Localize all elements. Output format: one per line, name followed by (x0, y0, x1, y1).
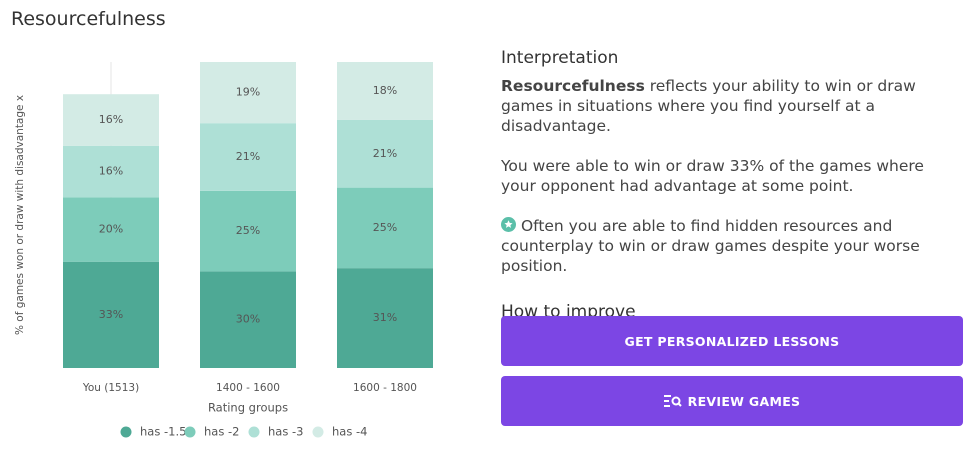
value-label: 16% (99, 165, 123, 178)
value-label: 25% (236, 224, 260, 237)
value-label: 21% (373, 147, 397, 160)
paragraph: Often you are able to find hidden resour… (501, 216, 963, 276)
value-label: 31% (373, 311, 397, 324)
bar-segment (337, 62, 433, 120)
bar-segment (200, 271, 296, 368)
bar-segment (337, 268, 433, 368)
bar-segment (63, 94, 159, 146)
value-label: 18% (373, 84, 397, 97)
legend-swatch (120, 426, 132, 438)
value-label: 25% (373, 221, 397, 234)
legend-label: has -1.5 (140, 425, 186, 439)
bar-segment (63, 261, 159, 368)
value-label: 19% (236, 86, 260, 99)
value-label: 30% (236, 313, 260, 326)
legend-label: has -4 (332, 425, 367, 439)
chart: 33% 20% 16% 16% You (1513) 30% 25% 21% 19% 1400 -… (14, 62, 433, 439)
interpretation-panel: Interpretation Resourcefulness reflects … (501, 48, 963, 330)
value-label: 33% (99, 308, 123, 321)
x-tick-label: 1600 - 1800 (353, 382, 417, 394)
legend-swatch (248, 426, 260, 438)
lessons-button[interactable]: GET PERSONALIZED LESSONS (501, 316, 963, 366)
legend-swatch (312, 426, 324, 438)
bar-segment (63, 197, 159, 262)
star-icon (501, 217, 516, 232)
value-label: 16% (99, 113, 123, 126)
bar-segment (337, 187, 433, 269)
y-axis-label: % of games won or draw with disadvantage… (14, 95, 26, 335)
text: reflects your ability to win or draw gam… (501, 77, 916, 135)
legend-swatch (184, 426, 196, 438)
review-icon (663, 395, 682, 407)
x-tick-label: You (1513) (82, 382, 139, 394)
paragraph: You were able to win or draw 33% of the … (501, 157, 924, 195)
bar-segment (200, 62, 296, 124)
section-title: Interpretation (501, 48, 619, 68)
bold-term: Resourcefulness (501, 77, 645, 95)
review-button[interactable]: REVIEW GAMES (501, 376, 963, 426)
text: Often you are able to find hidden resour… (501, 217, 920, 275)
legend-label: has -3 (268, 425, 303, 439)
bar-segment (63, 145, 159, 198)
value-label: 20% (99, 222, 123, 235)
value-label: 21% (236, 150, 260, 163)
page-title: Resourcefulness (11, 8, 166, 30)
x-axis-label: Rating groups (208, 401, 288, 415)
button-label: REVIEW GAMES (687, 393, 801, 409)
bar-segment (200, 123, 296, 191)
paragraph: Resourcefulness reflects your ability to… (501, 76, 963, 136)
bar-segment (200, 190, 296, 272)
x-tick-label: 1400 - 1600 (216, 382, 280, 394)
bar-segment (337, 119, 433, 188)
legend-label: has -2 (204, 425, 239, 439)
